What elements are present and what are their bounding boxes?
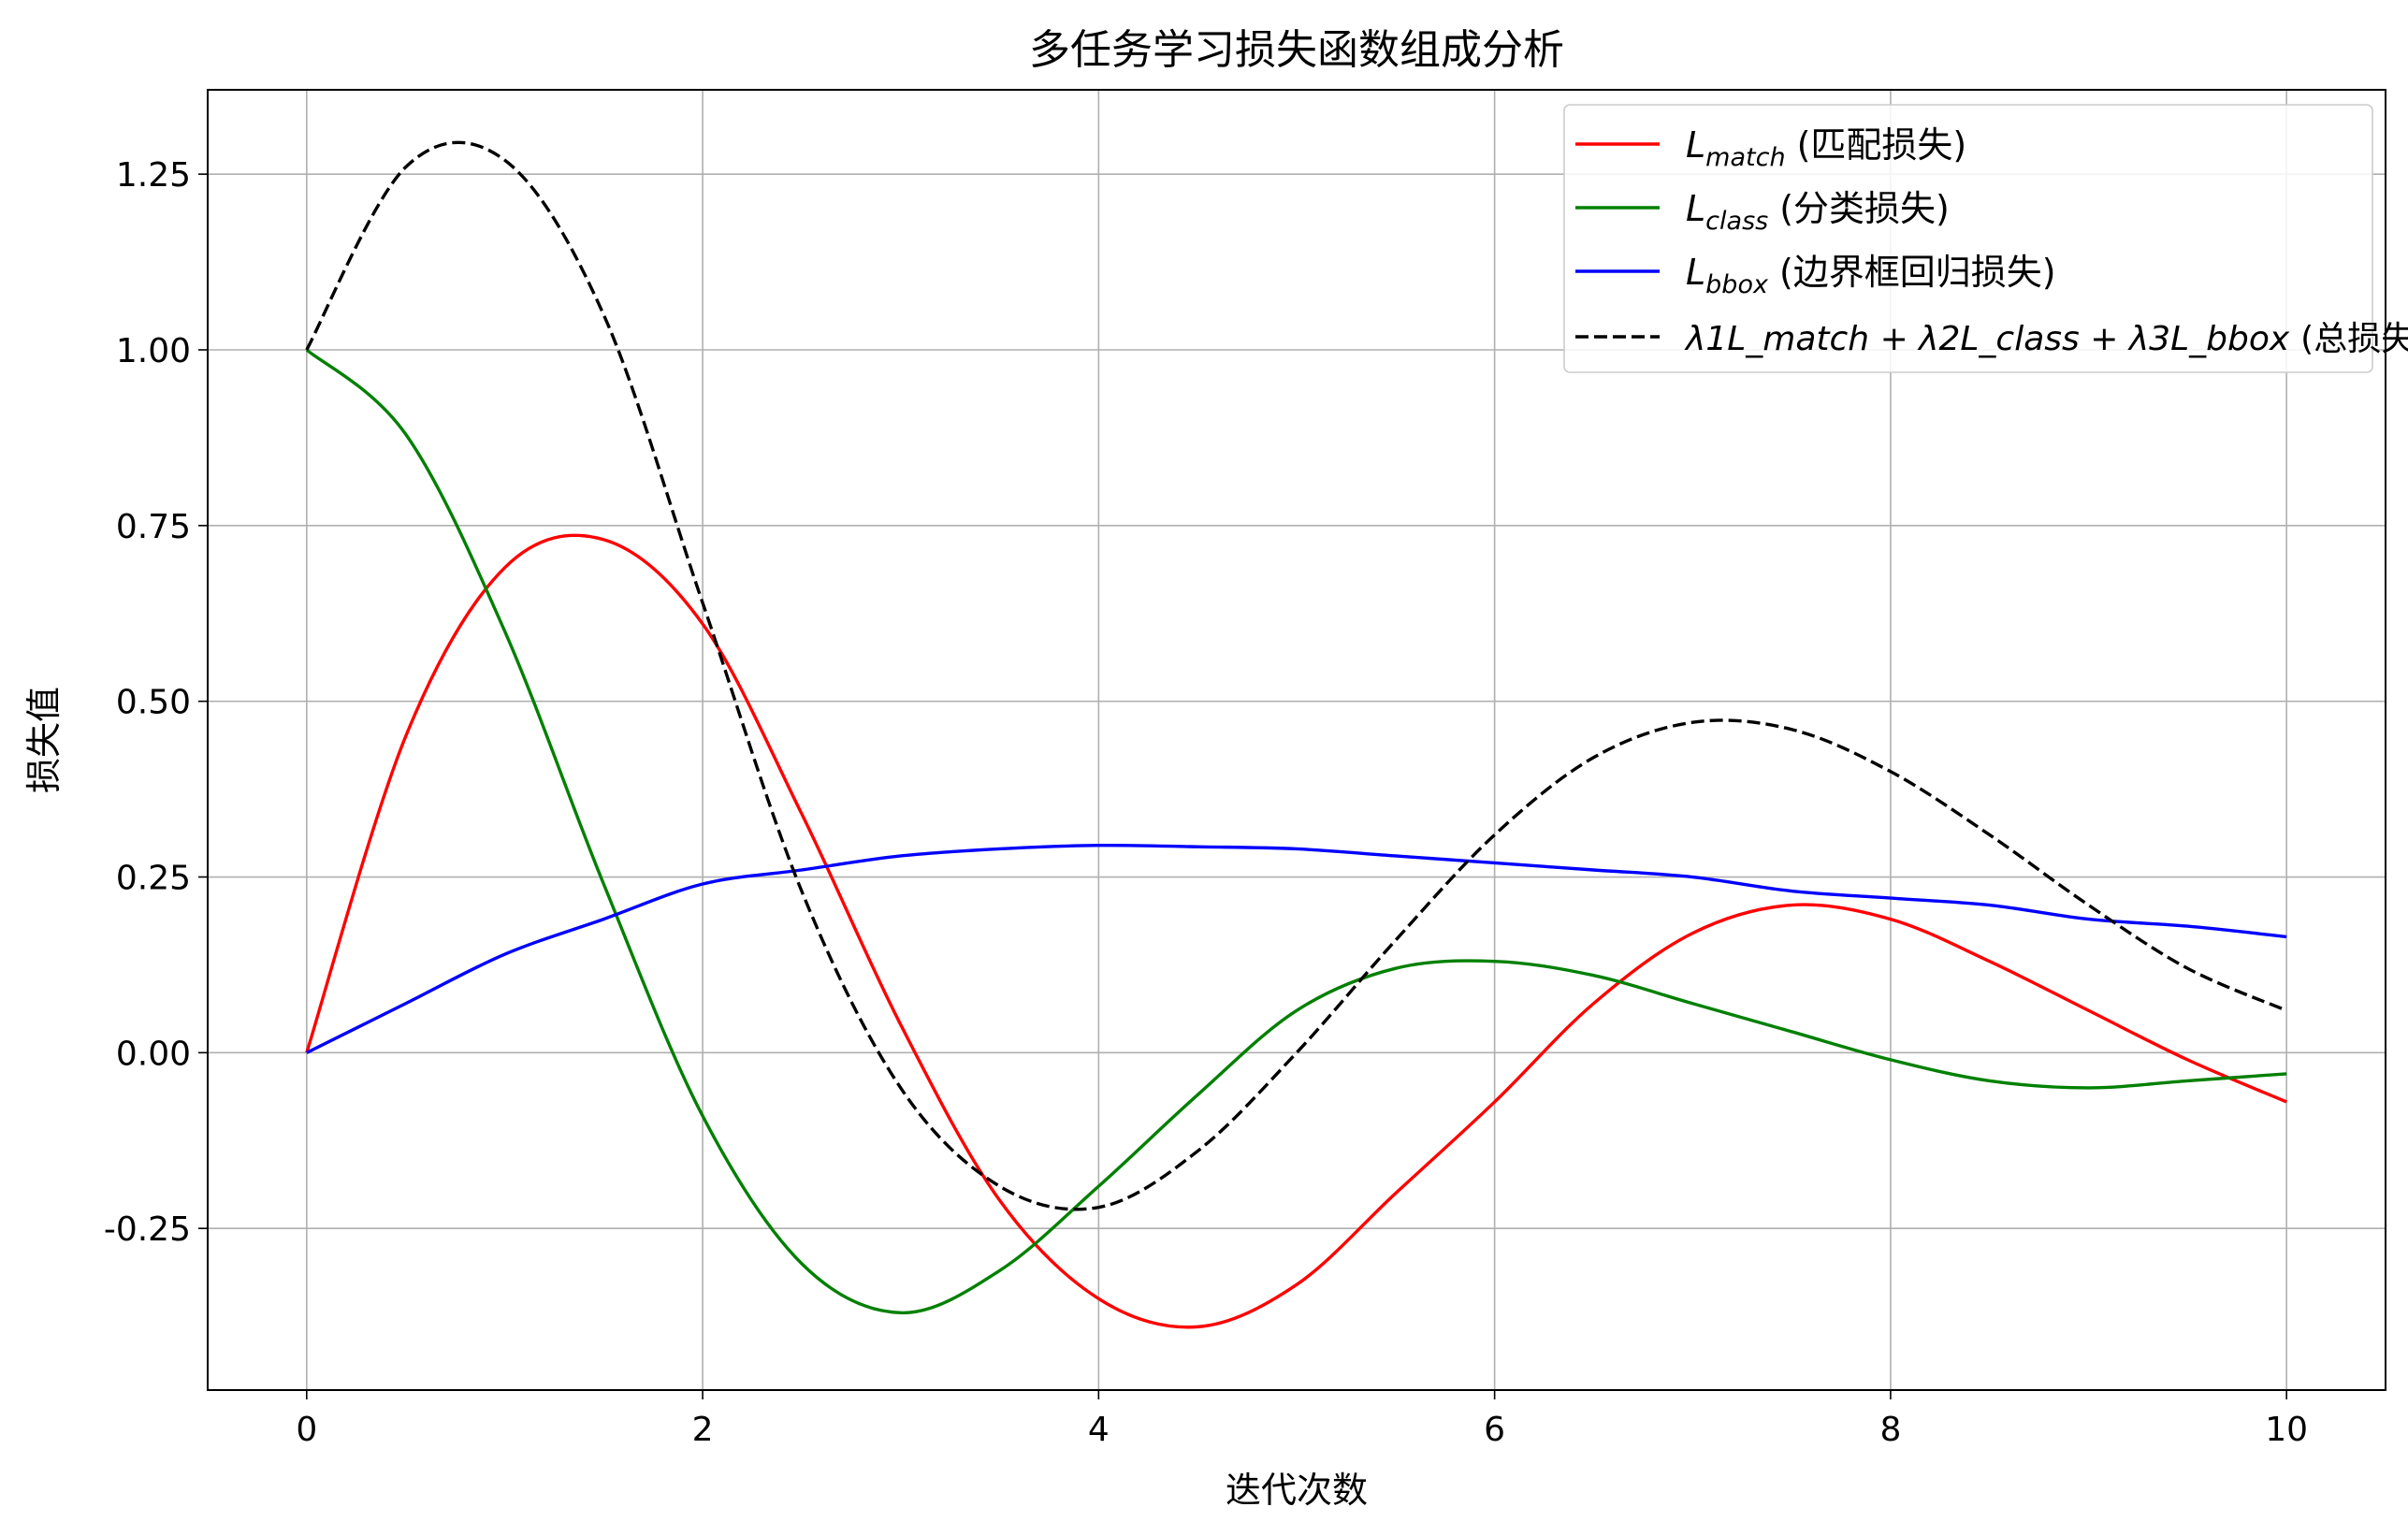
x-tick-label: 6 bbox=[1484, 1411, 1505, 1449]
y-tick-label: -0.25 bbox=[104, 1210, 191, 1249]
x-axis-label: 迭代次数 bbox=[1226, 1470, 1368, 1511]
y-tick-label: 0.25 bbox=[116, 860, 191, 898]
series-line-total-loss bbox=[305, 140, 2287, 1211]
y-tick-label: 1.00 bbox=[116, 332, 191, 370]
plot-series bbox=[305, 140, 2287, 1329]
grid-lines bbox=[208, 90, 2386, 1390]
legend-l-match-sub: match bbox=[1705, 143, 1785, 172]
legend-l-match-suffix: (匹配损失) bbox=[1797, 124, 1967, 166]
legend-l-bbox-suffix: (边界框回归损失) bbox=[1779, 252, 2056, 293]
legend-label-l-class: Lclass (分类损失) bbox=[1686, 188, 1950, 236]
legend-total-suffix: (总损失) bbox=[2300, 320, 2408, 358]
series-line-l-match bbox=[305, 533, 2287, 1329]
legend: Lmatch (匹配损失) Lclass (分类损失) Lbbox (边界框回归损失)… bbox=[1563, 104, 2408, 373]
y-tick-label: 0.00 bbox=[116, 1035, 191, 1073]
chart-title: 多任务学习损失函数组成分析 bbox=[1029, 26, 1564, 74]
x-tick-label: 8 bbox=[1879, 1411, 1901, 1449]
legend-l-bbox-main: L bbox=[1686, 252, 1705, 293]
legend-l-class-main: L bbox=[1686, 188, 1705, 229]
series-line-l-bbox bbox=[306, 843, 2287, 1054]
legend-total-formula: λ1L_match + λ2L_class + λ3L_bbox bbox=[1684, 320, 2290, 358]
legend-box bbox=[1563, 104, 2373, 373]
legend-label-l-bbox: Lbbox (边界框回归损失) bbox=[1686, 252, 2056, 299]
axis-ticks: 0 2 4 6 8 10 -0.25 0.00 0.25 0.50 0.75 1.00 1.25 bbox=[104, 156, 2308, 1449]
plot-frame bbox=[207, 89, 2386, 1391]
legend-label-total: λ1L_match + λ2L_class + λ3L_bbox (总损失) bbox=[1684, 320, 2408, 358]
x-tick-label: 2 bbox=[692, 1411, 714, 1449]
x-tick-label: 10 bbox=[2265, 1411, 2308, 1449]
y-axis-label: 损失值 bbox=[23, 687, 65, 793]
legend-label-l-match: Lmatch (匹配损失) bbox=[1686, 124, 1966, 172]
legend-l-class-suffix: (分类损失) bbox=[1779, 188, 1950, 229]
legend-l-class-sub: class bbox=[1705, 207, 1768, 236]
x-tick-label: 0 bbox=[296, 1411, 317, 1449]
y-tick-label: 0.75 bbox=[116, 508, 191, 546]
series-line-l-class bbox=[305, 348, 2287, 1315]
legend-l-match-main: L bbox=[1686, 124, 1705, 166]
y-tick-label: 1.25 bbox=[116, 156, 191, 195]
x-tick-label: 4 bbox=[1088, 1411, 1110, 1449]
y-tick-label: 0.50 bbox=[116, 684, 191, 722]
legend-l-bbox-sub: bbox bbox=[1705, 270, 1769, 299]
